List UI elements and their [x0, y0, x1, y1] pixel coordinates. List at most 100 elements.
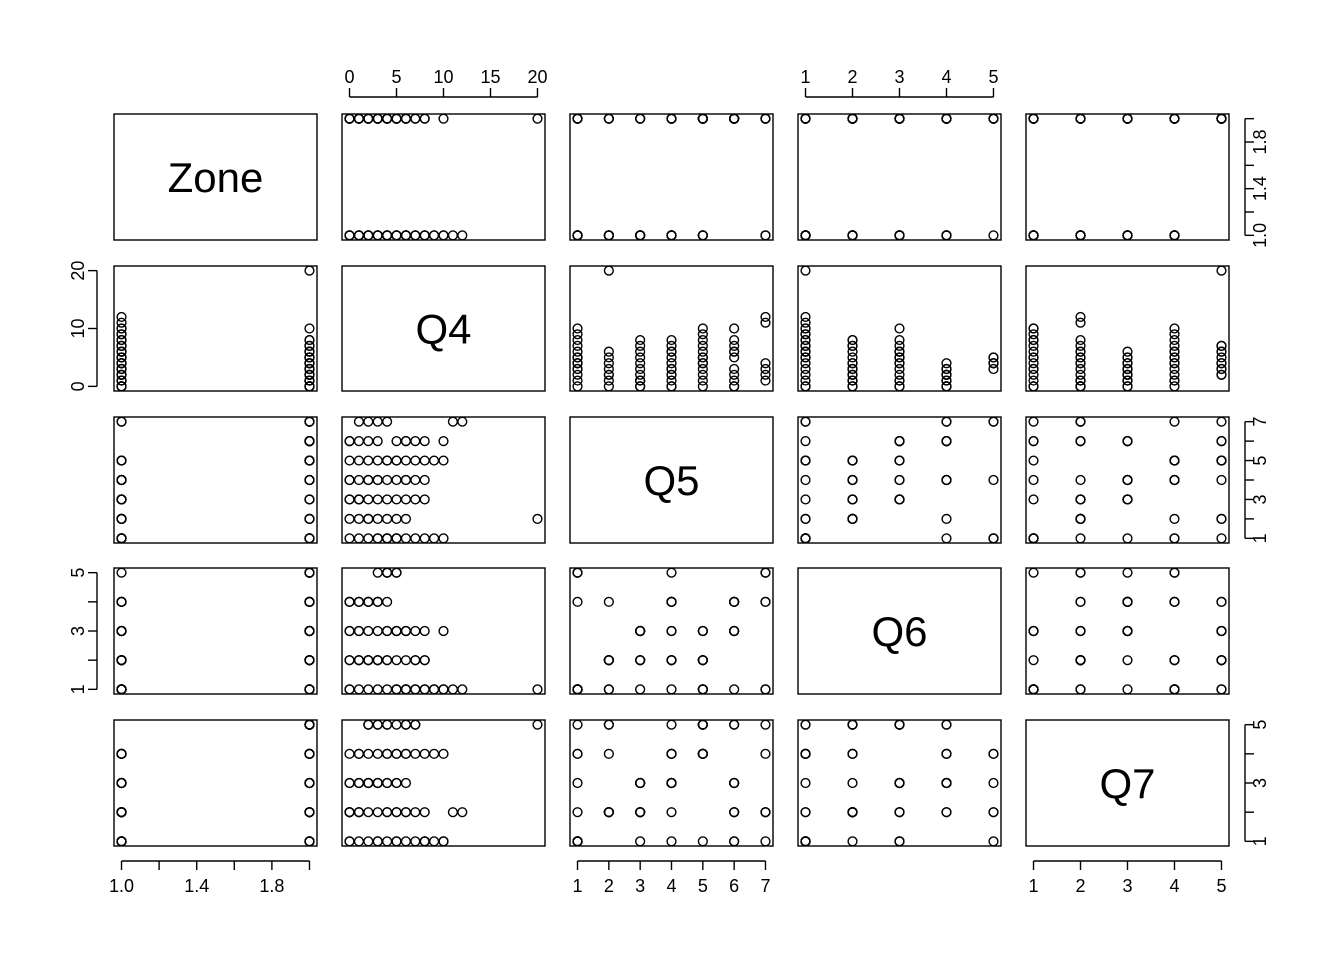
data-point — [1169, 474, 1180, 486]
panel-q4-vs-q5 — [569, 265, 774, 392]
data-point — [603, 358, 614, 369]
data-point — [382, 807, 393, 818]
data-point — [391, 719, 402, 730]
data-point — [847, 352, 858, 363]
tick-label: 6 — [729, 876, 739, 896]
data-point — [847, 375, 858, 386]
data-point — [116, 455, 127, 466]
data-point — [1216, 533, 1227, 544]
data-point — [1028, 363, 1039, 375]
data-point — [1169, 375, 1180, 386]
data-point — [1169, 323, 1180, 334]
panel-q4-vs-zone — [113, 265, 318, 392]
data-point — [572, 230, 583, 241]
data-point — [635, 777, 646, 789]
data-point — [729, 625, 740, 637]
data-point — [429, 748, 440, 759]
data-point — [410, 748, 421, 759]
data-point — [391, 836, 402, 847]
panel-frame — [569, 719, 774, 847]
data-point — [847, 836, 858, 847]
data-point — [116, 655, 127, 666]
data-point — [666, 684, 677, 695]
data-point — [1216, 416, 1227, 427]
panel-frame — [341, 113, 546, 241]
data-point — [116, 836, 127, 847]
data-point — [344, 436, 355, 447]
data-point — [572, 836, 583, 847]
data-point — [1028, 474, 1039, 486]
data-point — [457, 230, 468, 241]
data-point — [572, 323, 583, 334]
panel-frame — [113, 113, 318, 241]
data-point — [353, 684, 365, 695]
data-point — [988, 474, 999, 486]
data-point — [447, 230, 459, 241]
data-point — [1122, 381, 1133, 392]
data-point — [410, 684, 421, 695]
data-point — [1075, 474, 1086, 486]
data-point — [729, 596, 740, 607]
panel-frame — [797, 416, 1002, 544]
data-point — [304, 596, 315, 607]
data-point — [572, 748, 583, 759]
data-point — [410, 474, 421, 486]
data-point — [1075, 311, 1086, 323]
data-point — [847, 748, 858, 759]
data-point — [1028, 334, 1039, 346]
data-point — [400, 436, 412, 447]
data-point — [572, 358, 583, 369]
data-point — [372, 625, 383, 637]
data-point — [635, 381, 646, 392]
data-point — [800, 265, 811, 276]
data-point — [353, 113, 365, 124]
panel-q5-vs-q4 — [341, 416, 546, 544]
data-point — [941, 474, 952, 486]
data-point — [1169, 352, 1180, 363]
data-point — [894, 777, 905, 789]
data-point — [894, 346, 905, 357]
data-point — [1169, 346, 1180, 357]
data-point — [1028, 494, 1039, 505]
data-point — [1075, 358, 1086, 369]
data-point — [353, 533, 365, 544]
data-point — [116, 375, 127, 386]
data-point — [635, 346, 646, 357]
data-point — [800, 436, 811, 447]
data-point — [116, 317, 127, 328]
tick-label: 3 — [1250, 494, 1270, 504]
tick-label: 1.0 — [109, 876, 134, 896]
data-point — [391, 625, 402, 637]
data-point — [1169, 596, 1180, 607]
data-point — [1122, 369, 1133, 380]
data-point — [353, 513, 365, 524]
data-point — [457, 807, 468, 818]
panel-frame — [797, 265, 1002, 392]
data-point — [372, 474, 383, 486]
panel-q5-vs-zone — [113, 416, 318, 544]
data-point — [729, 352, 740, 363]
data-point — [941, 719, 952, 730]
data-point — [1028, 375, 1039, 386]
data-point — [1028, 533, 1039, 544]
data-point — [1075, 381, 1086, 392]
data-point — [1075, 317, 1086, 328]
data-point — [363, 596, 374, 607]
data-point — [572, 684, 583, 695]
panel-zone-vs-zone: Zone — [113, 113, 318, 241]
tick-label: 3 — [1250, 778, 1270, 788]
data-point — [1075, 533, 1086, 544]
data-point — [697, 684, 708, 695]
data-point — [447, 807, 459, 818]
data-point — [988, 358, 999, 369]
data-point — [729, 719, 740, 730]
data-point — [419, 684, 430, 695]
data-point — [988, 836, 999, 847]
data-point — [1169, 533, 1180, 544]
data-point — [419, 748, 430, 759]
tick-label: 1.8 — [259, 876, 284, 896]
data-point — [353, 474, 365, 486]
bottom-axis-q5: 1 2 3 4 5 6 7 — [573, 860, 770, 896]
data-point — [1075, 340, 1086, 351]
data-point — [400, 513, 412, 524]
